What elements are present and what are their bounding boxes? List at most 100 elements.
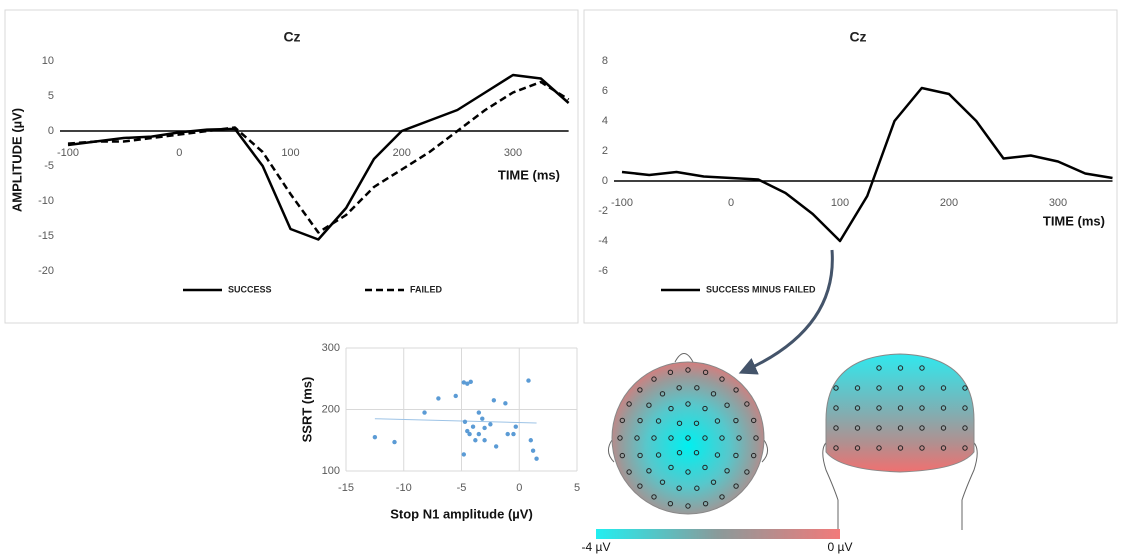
scatter-point (476, 410, 482, 415)
x-tick-label: 0 (728, 197, 734, 209)
scatter-point (473, 438, 478, 443)
electrode (655, 452, 662, 458)
scatter-point (462, 419, 468, 424)
electrode (617, 435, 623, 441)
electrode (833, 445, 839, 451)
trendline (374, 418, 537, 424)
electrode (897, 365, 904, 371)
electrode (637, 452, 643, 459)
scatter-point (461, 452, 467, 457)
electrode (702, 435, 708, 441)
electrode (733, 387, 739, 393)
colorbar (596, 529, 840, 539)
scatter-point (468, 379, 473, 385)
electrode (693, 420, 700, 426)
electrode (702, 405, 708, 412)
x-tick-label: -10 (396, 482, 412, 494)
x-axis-title: Stop N1 amplitude (µV) (390, 506, 533, 521)
electrode (733, 452, 739, 459)
electrode (694, 385, 700, 391)
scatter-point (491, 398, 497, 403)
head-outline (822, 439, 978, 530)
electrode (919, 385, 925, 391)
scatter-point (513, 424, 518, 429)
y-tick-label: -10 (38, 195, 54, 207)
electrode (719, 435, 725, 441)
x-tick-label: -15 (338, 482, 354, 494)
electrode (897, 385, 904, 391)
scatter-point (467, 431, 472, 437)
electrode (724, 402, 730, 408)
scatter-point (372, 434, 378, 440)
data-line (67, 73, 570, 241)
scatter-point (526, 378, 531, 383)
panel-frame (583, 9, 1118, 324)
x-tick-label: 300 (1049, 197, 1067, 209)
electrode (897, 425, 904, 431)
scatter-point (436, 396, 441, 401)
electrode (919, 405, 925, 411)
electrode (694, 485, 700, 491)
scatter-point (470, 424, 476, 429)
x-tick-label: 300 (504, 147, 522, 159)
scatter-point (482, 425, 487, 431)
electrode (940, 385, 947, 391)
nose (674, 353, 694, 363)
scatter-point (392, 439, 397, 445)
scatter-point (465, 381, 470, 386)
topomaps: -4 µV 0 µV (582, 249, 978, 554)
electrode (833, 425, 839, 431)
electrode (714, 452, 721, 458)
electrode (733, 417, 739, 424)
y-tick-label: -4 (598, 235, 608, 247)
electrode (876, 385, 882, 391)
electrode (685, 503, 691, 509)
x-tick-label: -5 (457, 482, 467, 494)
electrode (659, 479, 666, 485)
electrode (668, 405, 674, 412)
y-tick-label: -6 (598, 265, 608, 277)
electrode (710, 391, 717, 397)
electrode (744, 469, 750, 475)
electrode (685, 469, 691, 475)
x-tick-label: 5 (574, 482, 580, 494)
electrode (940, 445, 947, 451)
y-tick-label: 200 (322, 403, 340, 415)
colorbar-label: 0 µV (828, 540, 853, 554)
electrode (637, 387, 643, 393)
electrode (693, 450, 700, 456)
arrow (738, 249, 834, 375)
y-tick-label: 8 (602, 55, 608, 67)
legend-label: SUCCESS MINUS FAILED (706, 284, 816, 294)
electrode (719, 376, 725, 382)
legend-label: FAILED (410, 284, 443, 294)
electrode (919, 365, 925, 371)
scatter-point (528, 438, 533, 443)
y-tick-label: -15 (38, 230, 54, 242)
x-tick-label: 0 (516, 482, 522, 494)
electrode (637, 417, 643, 424)
electrode (940, 405, 947, 411)
x-tick-label: 200 (940, 197, 958, 209)
x-tick-label: -100 (611, 197, 633, 209)
colorbar-label: -4 µV (582, 540, 611, 554)
ears (608, 439, 768, 463)
electrode (724, 468, 730, 474)
electrode (962, 385, 968, 391)
y-tick-label: 0 (48, 125, 54, 137)
legend-label: SUCCESS (228, 284, 272, 294)
electrode (750, 417, 757, 424)
electrode (876, 445, 882, 451)
electrode (876, 365, 882, 371)
scatter-point (480, 416, 485, 421)
electrode (702, 500, 709, 507)
electrode (676, 420, 683, 426)
electrode (634, 435, 640, 441)
electrode (667, 369, 674, 376)
y-tick-label: 0 (602, 175, 608, 187)
electrode (854, 405, 861, 411)
y-tick-label: -5 (44, 160, 54, 172)
electrode (962, 405, 968, 411)
topomap-top (611, 361, 765, 515)
electrode (655, 418, 662, 424)
